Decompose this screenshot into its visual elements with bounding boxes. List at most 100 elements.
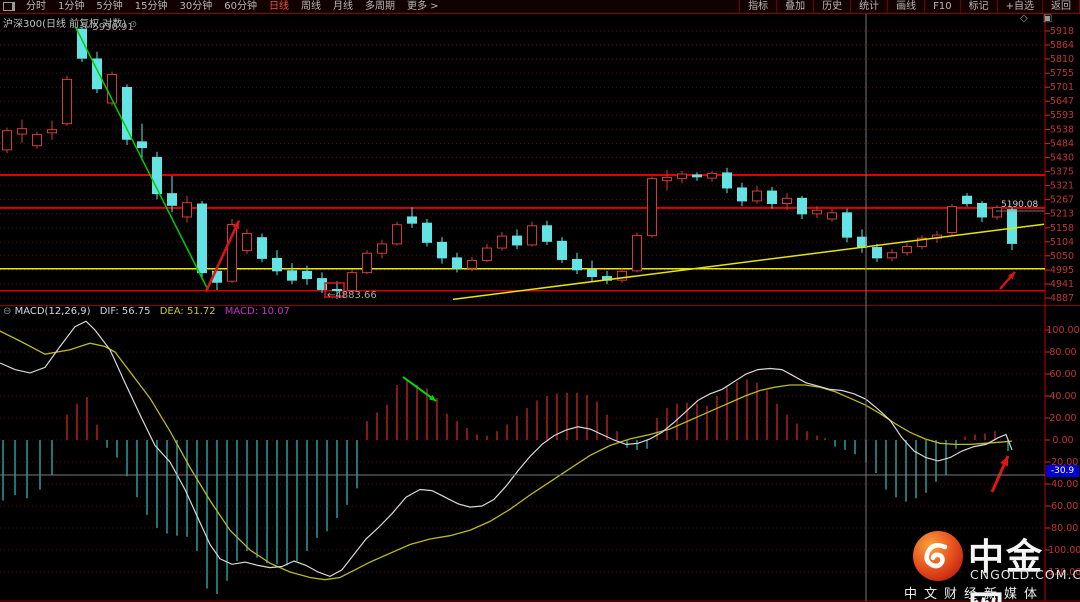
macd-axis-tick: 20.00 bbox=[1049, 413, 1076, 424]
macd-header: ⊖ MACD(12,26,9) DIF: 56.75 DEA: 51.72 MA… bbox=[3, 306, 290, 317]
candle-down bbox=[542, 225, 552, 242]
candle-down bbox=[122, 86, 132, 140]
candle-down bbox=[317, 278, 327, 290]
candle-down bbox=[572, 258, 582, 271]
candle-down bbox=[512, 235, 522, 246]
candle-up bbox=[782, 197, 792, 204]
macd-value: MACD: 10.07 bbox=[224, 306, 290, 317]
candle-down bbox=[962, 195, 972, 204]
macd-axis-tick: -100.00 bbox=[1045, 545, 1080, 556]
candle-up bbox=[917, 237, 927, 247]
toolbar-button[interactable]: 画线 bbox=[887, 0, 924, 13]
candle-up bbox=[392, 224, 402, 245]
candle-up bbox=[647, 178, 657, 237]
candle-down bbox=[557, 240, 567, 260]
candle-up bbox=[107, 74, 117, 104]
macd-axis-tick: -80.00 bbox=[1048, 523, 1079, 534]
trend-line bbox=[452, 223, 1045, 301]
dea-line bbox=[0, 330, 1013, 581]
pane-corner-icons[interactable]: ◇ ▣ bbox=[1020, 13, 1059, 24]
window-icon[interactable] bbox=[3, 2, 15, 11]
candle-up bbox=[827, 212, 837, 220]
dea-value: DEA: 51.72 bbox=[159, 306, 216, 317]
y-axis-tick: 5593 bbox=[1050, 110, 1074, 121]
toolbar: 分时 1分钟 5分钟 15分钟 30分钟 60分钟 日线 周线 月线 多周期 更多 > 指标 叠加 历史… bbox=[0, 0, 1080, 14]
candle-up bbox=[17, 128, 27, 135]
candle-up bbox=[242, 233, 252, 252]
period-tab[interactable]: 1分钟 bbox=[58, 1, 85, 12]
candle-down bbox=[1007, 209, 1017, 244]
candle-down bbox=[977, 202, 987, 218]
toolbar-button[interactable]: 历史 bbox=[813, 0, 850, 13]
toolbar-button[interactable]: F10 bbox=[924, 0, 959, 13]
toolbar-button[interactable]: 返回 bbox=[1042, 0, 1080, 13]
y-axis-tick: 5538 bbox=[1050, 124, 1074, 135]
candle-up bbox=[482, 247, 492, 261]
period-tab[interactable]: 月线 bbox=[332, 1, 353, 12]
candle-up bbox=[662, 177, 672, 182]
toolbar-button[interactable]: 叠加 bbox=[776, 0, 813, 13]
period-tab[interactable]: 60分钟 bbox=[224, 1, 257, 12]
candle-up bbox=[992, 207, 1002, 218]
macd-axis-tick: -120.00 bbox=[1045, 567, 1080, 578]
toolbar-button[interactable]: 统计 bbox=[850, 0, 887, 13]
macd-axis-tick: 60.00 bbox=[1049, 369, 1076, 380]
candle-down bbox=[797, 197, 807, 215]
collapse-icon[interactable]: ⊖ bbox=[3, 306, 12, 317]
candle-up bbox=[812, 209, 822, 215]
candle-down bbox=[152, 156, 162, 195]
macd-axis-tick: -40.00 bbox=[1048, 479, 1079, 490]
y-axis-tick: 5213 bbox=[1050, 209, 1074, 220]
y-axis-tick: 5810 bbox=[1050, 54, 1074, 65]
last-price-label: 5190.08 bbox=[1001, 200, 1039, 210]
period-tab[interactable]: 分时 bbox=[26, 1, 46, 12]
y-axis-tick: 5701 bbox=[1050, 82, 1074, 93]
period-tab[interactable]: 日线 bbox=[268, 1, 289, 12]
period-tab[interactable]: 周线 bbox=[300, 1, 321, 12]
candle-down bbox=[857, 236, 867, 249]
candle-down bbox=[692, 174, 702, 178]
toolbar-button[interactable]: +自选 bbox=[996, 0, 1042, 13]
candle-down bbox=[407, 216, 417, 224]
toolbar-button[interactable]: 指标 bbox=[739, 0, 776, 13]
candle-up bbox=[2, 130, 12, 151]
candle-up bbox=[677, 173, 687, 180]
drawn-arrow bbox=[204, 220, 241, 293]
watermark-domain: CNGOLD.COM.CN bbox=[970, 567, 1080, 582]
candle-up bbox=[707, 172, 717, 179]
period-tab[interactable]: 更多 > bbox=[406, 1, 439, 12]
candle-down bbox=[737, 187, 747, 202]
period-tab[interactable]: 15分钟 bbox=[134, 1, 168, 12]
green-arrow bbox=[402, 376, 437, 402]
candle-up bbox=[947, 206, 957, 234]
candle-up bbox=[467, 259, 477, 269]
candle-down bbox=[302, 270, 312, 280]
y-axis-tick: 5050 bbox=[1050, 251, 1074, 262]
candle-up bbox=[497, 235, 507, 249]
period-tab[interactable]: 多周期 bbox=[364, 1, 395, 12]
y-axis-tick: 5647 bbox=[1050, 96, 1074, 107]
candle-down bbox=[197, 203, 207, 274]
trend-line bbox=[74, 25, 208, 289]
candle-down bbox=[272, 257, 282, 272]
collapse-icon[interactable]: ⊙ bbox=[129, 20, 137, 30]
y-axis-tick: 4995 bbox=[1050, 265, 1074, 276]
macd-axis-tick: -20.00 bbox=[1048, 457, 1079, 468]
y-axis-tick: 4941 bbox=[1050, 279, 1074, 290]
macd-axis-tick: 80.00 bbox=[1049, 347, 1076, 358]
y-axis-tick: 5430 bbox=[1050, 152, 1074, 163]
candle-up bbox=[902, 245, 912, 254]
macd-axis-tick: -60.00 bbox=[1048, 501, 1079, 512]
small-red-arrow-head bbox=[1007, 272, 1015, 280]
toolbar-button[interactable]: 标记 bbox=[959, 0, 997, 13]
candle-down bbox=[587, 269, 597, 278]
candle-up bbox=[182, 202, 192, 218]
period-tab[interactable]: 30分钟 bbox=[179, 1, 213, 12]
period-tab[interactable]: 5分钟 bbox=[96, 1, 123, 12]
candle-down bbox=[767, 190, 777, 204]
candle-up bbox=[227, 223, 237, 282]
candle-down bbox=[842, 212, 852, 238]
cngold-logo-icon bbox=[913, 531, 963, 581]
